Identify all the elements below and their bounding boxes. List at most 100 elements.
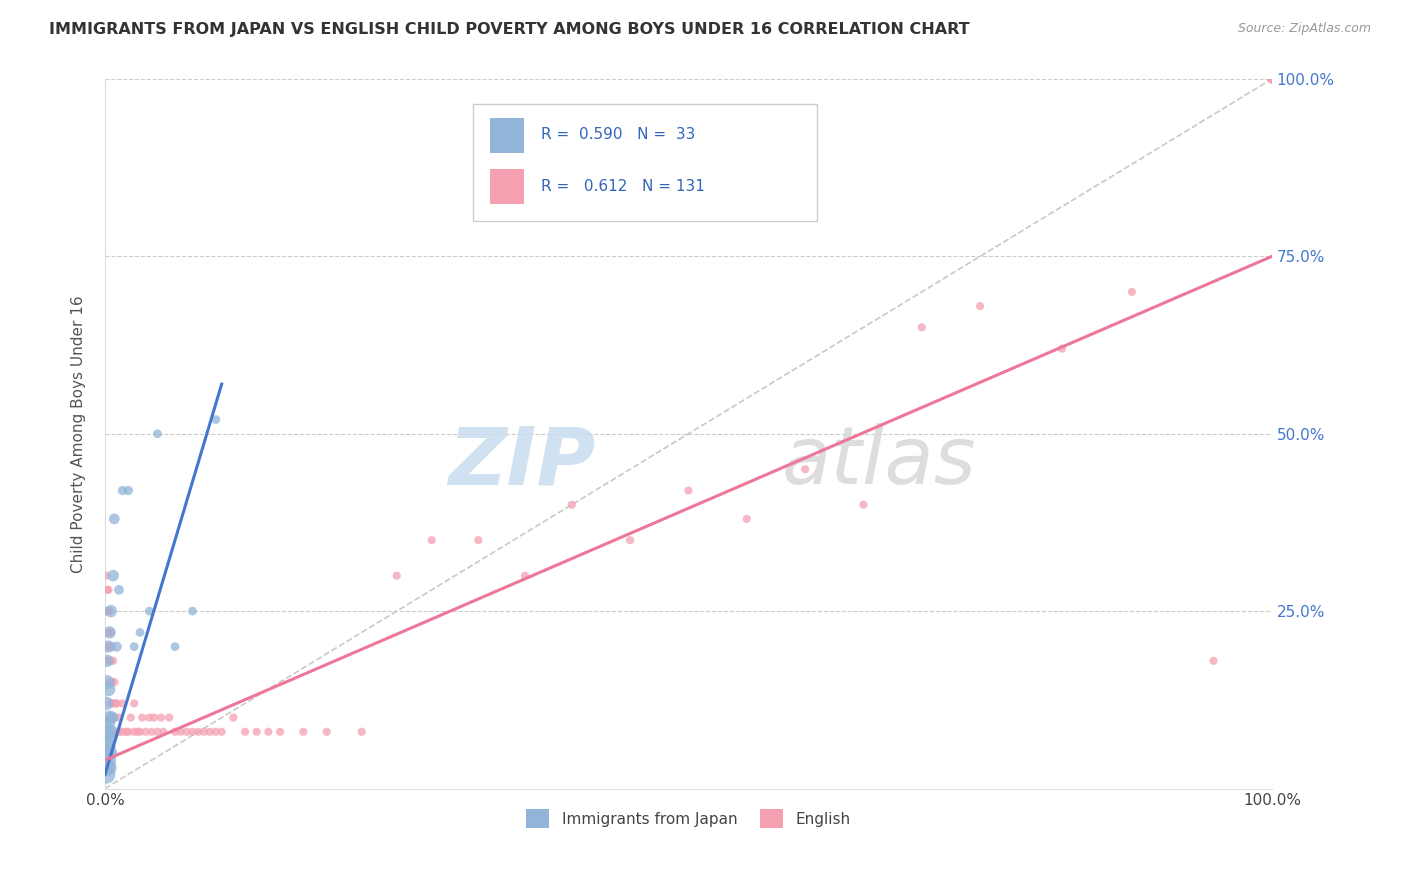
Point bbox=[1261, 72, 1284, 87]
Point bbox=[1261, 72, 1284, 87]
Point bbox=[143, 710, 166, 724]
Point bbox=[163, 724, 186, 739]
Point bbox=[1261, 72, 1284, 87]
Point bbox=[105, 697, 128, 711]
Point bbox=[1261, 72, 1284, 87]
Point bbox=[1261, 72, 1284, 87]
Point bbox=[1261, 72, 1284, 87]
Point bbox=[176, 724, 198, 739]
Point bbox=[96, 582, 118, 597]
Point bbox=[420, 533, 443, 548]
Point bbox=[1261, 72, 1284, 87]
Point bbox=[181, 604, 204, 618]
Text: IMMIGRANTS FROM JAPAN VS ENGLISH CHILD POVERTY AMONG BOYS UNDER 16 CORRELATION C: IMMIGRANTS FROM JAPAN VS ENGLISH CHILD P… bbox=[49, 22, 970, 37]
Point bbox=[513, 568, 536, 582]
Point bbox=[198, 724, 221, 739]
Point bbox=[96, 760, 118, 774]
Point bbox=[1261, 72, 1284, 87]
Point bbox=[1261, 72, 1284, 87]
Point bbox=[98, 710, 121, 724]
Point bbox=[146, 426, 169, 441]
Text: atlas: atlas bbox=[782, 423, 977, 501]
Point bbox=[138, 710, 160, 724]
Point bbox=[150, 710, 173, 724]
Point bbox=[135, 724, 157, 739]
Point bbox=[96, 604, 118, 618]
Point bbox=[108, 582, 131, 597]
Point bbox=[103, 512, 125, 526]
Point bbox=[96, 717, 118, 731]
Point bbox=[1261, 72, 1284, 87]
Point bbox=[1261, 72, 1284, 87]
Point bbox=[292, 724, 315, 739]
Point bbox=[96, 739, 118, 753]
Point bbox=[1261, 72, 1284, 87]
Point bbox=[108, 724, 131, 739]
Point bbox=[269, 724, 291, 739]
Point bbox=[96, 675, 118, 690]
Text: Source: ZipAtlas.com: Source: ZipAtlas.com bbox=[1237, 22, 1371, 36]
Point bbox=[122, 724, 145, 739]
Point bbox=[1261, 72, 1284, 87]
Point bbox=[138, 604, 160, 618]
Point bbox=[969, 299, 991, 313]
Point bbox=[1261, 72, 1284, 87]
Point bbox=[1261, 72, 1284, 87]
Point bbox=[100, 697, 122, 711]
Point bbox=[1261, 72, 1284, 87]
Point bbox=[1261, 72, 1284, 87]
Point bbox=[98, 604, 121, 618]
Point bbox=[1261, 72, 1284, 87]
Point bbox=[1261, 72, 1284, 87]
Point bbox=[1261, 72, 1284, 87]
Point bbox=[1261, 72, 1284, 87]
Point bbox=[101, 640, 124, 654]
Point bbox=[1261, 72, 1284, 87]
Point bbox=[131, 710, 153, 724]
Point bbox=[1261, 72, 1284, 87]
Point bbox=[1261, 72, 1284, 87]
Point bbox=[96, 568, 118, 582]
Point bbox=[1261, 72, 1284, 87]
Point bbox=[852, 498, 875, 512]
Point bbox=[100, 654, 122, 668]
Point bbox=[1261, 72, 1284, 87]
Point bbox=[222, 710, 245, 724]
Point bbox=[98, 746, 121, 760]
Y-axis label: Child Poverty Among Boys Under 16: Child Poverty Among Boys Under 16 bbox=[72, 295, 86, 573]
Point bbox=[96, 654, 118, 668]
Point bbox=[122, 640, 145, 654]
Point bbox=[385, 568, 408, 582]
Point bbox=[1261, 72, 1284, 87]
Point bbox=[108, 710, 131, 724]
Point bbox=[115, 724, 138, 739]
Point bbox=[619, 533, 641, 548]
Point bbox=[100, 724, 122, 739]
Point bbox=[1261, 72, 1284, 87]
Point bbox=[105, 724, 128, 739]
Point bbox=[1261, 72, 1284, 87]
Point bbox=[96, 746, 118, 760]
Point bbox=[315, 724, 337, 739]
Point bbox=[205, 412, 228, 426]
Point bbox=[1261, 72, 1284, 87]
Point bbox=[101, 697, 124, 711]
Point bbox=[100, 604, 122, 618]
Point bbox=[561, 498, 583, 512]
Point bbox=[1261, 72, 1284, 87]
Point bbox=[1261, 72, 1284, 87]
Point bbox=[97, 640, 120, 654]
Point bbox=[911, 320, 934, 334]
Point bbox=[117, 724, 139, 739]
Point bbox=[350, 724, 373, 739]
Point bbox=[1261, 72, 1284, 87]
Point bbox=[257, 724, 280, 739]
Point bbox=[205, 724, 228, 739]
Point bbox=[1261, 72, 1284, 87]
Legend: Immigrants from Japan, English: Immigrants from Japan, English bbox=[520, 803, 856, 834]
Point bbox=[98, 675, 121, 690]
Point bbox=[1261, 72, 1284, 87]
Point bbox=[129, 625, 152, 640]
Point bbox=[1261, 72, 1284, 87]
Point bbox=[1261, 72, 1284, 87]
